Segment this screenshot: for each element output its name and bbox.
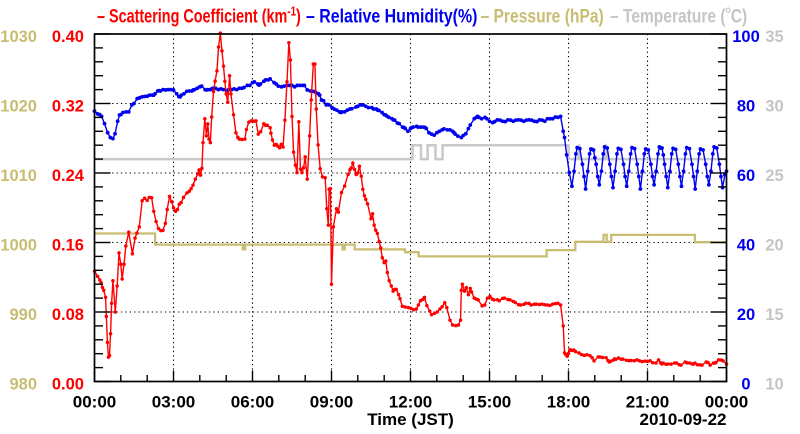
svg-text:2010-09-22: 2010-09-22	[640, 410, 727, 429]
svg-text:15:00: 15:00	[468, 393, 511, 412]
svg-text:03:00: 03:00	[152, 393, 195, 412]
svg-text:21:00: 21:00	[626, 393, 669, 412]
svg-text:12:00: 12:00	[389, 393, 432, 412]
svg-text:100: 100	[732, 28, 760, 46]
svg-text:25: 25	[765, 167, 783, 185]
svg-text:15: 15	[765, 306, 783, 324]
svg-text:1000: 1000	[0, 237, 37, 255]
svg-text:09:00: 09:00	[310, 393, 353, 412]
svg-text:40: 40	[737, 237, 755, 255]
svg-text:18:00: 18:00	[547, 393, 590, 412]
svg-text:20: 20	[737, 306, 755, 324]
svg-text:980: 980	[9, 376, 37, 394]
svg-text:0.40: 0.40	[52, 28, 84, 46]
svg-text:0.16: 0.16	[52, 237, 84, 255]
svg-text:1030: 1030	[0, 28, 37, 46]
svg-text:0: 0	[741, 376, 750, 394]
svg-text:06:00: 06:00	[231, 393, 274, 412]
svg-text:1010: 1010	[0, 167, 37, 185]
svg-text:– Temperature (oC): – Temperature (oC)	[610, 4, 747, 27]
svg-text:– Scattering Coefficient (km-1: – Scattering Coefficient (km-1)	[97, 5, 301, 27]
svg-text:0.32: 0.32	[52, 98, 84, 116]
svg-text:990: 990	[9, 306, 37, 324]
svg-text:– Pressure (hPa): – Pressure (hPa)	[481, 5, 604, 27]
svg-text:1020: 1020	[0, 98, 37, 116]
svg-text:20: 20	[765, 237, 783, 255]
svg-text:80: 80	[737, 98, 755, 116]
svg-text:30: 30	[765, 98, 783, 116]
svg-text:0.08: 0.08	[52, 306, 84, 324]
svg-text:60: 60	[737, 167, 755, 185]
svg-text:Time (JST): Time (JST)	[367, 410, 454, 429]
svg-text:0.24: 0.24	[52, 167, 85, 185]
svg-text:35: 35	[765, 28, 783, 46]
svg-text:0.00: 0.00	[52, 376, 84, 394]
svg-text:00:00: 00:00	[73, 393, 116, 412]
svg-text:00:00: 00:00	[705, 393, 748, 412]
svg-text:10: 10	[765, 376, 783, 394]
svg-text:– Relative Humidity(%): – Relative Humidity(%)	[306, 5, 477, 27]
